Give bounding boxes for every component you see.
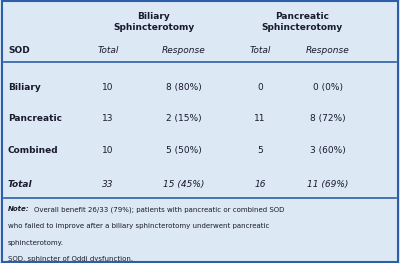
Text: 5: 5 [257,146,263,155]
Text: Response: Response [306,46,350,55]
Text: SOD: SOD [8,46,30,55]
Text: 5 (50%): 5 (50%) [166,146,202,155]
Text: Total: Total [249,46,271,55]
Text: 11 (69%): 11 (69%) [307,180,349,189]
Text: 13: 13 [102,114,114,123]
Text: Total: Total [8,180,33,189]
Text: 16: 16 [254,180,266,189]
Text: who failed to improve after a biliary sphincterotomy underwent pancreatic: who failed to improve after a biliary sp… [8,223,269,229]
Text: 33: 33 [102,180,114,189]
Text: 0: 0 [257,83,263,92]
Text: SOD, sphincter of Oddi dysfunction.: SOD, sphincter of Oddi dysfunction. [8,256,133,262]
Text: Biliary: Biliary [8,83,41,92]
Text: Total: Total [97,46,119,55]
Text: 8 (80%): 8 (80%) [166,83,202,92]
Text: 10: 10 [102,146,114,155]
Text: Biliary
Sphincterotomy: Biliary Sphincterotomy [113,12,195,32]
Text: 15 (45%): 15 (45%) [163,180,205,189]
Text: Pancreatic: Pancreatic [8,114,62,123]
Text: 10: 10 [102,83,114,92]
Text: Pancreatic
Sphincterotomy: Pancreatic Sphincterotomy [261,12,343,32]
Text: Combined: Combined [8,146,59,155]
Text: 0 (0%): 0 (0%) [313,83,343,92]
Text: 11: 11 [254,114,266,123]
Text: sphincterotomy.: sphincterotomy. [8,240,64,246]
Text: Overall benefit 26/33 (79%); patients with pancreatic or combined SOD: Overall benefit 26/33 (79%); patients wi… [34,206,284,213]
Text: Note:: Note: [8,206,30,213]
Text: 8 (72%): 8 (72%) [310,114,346,123]
Text: Response: Response [162,46,206,55]
Text: 3 (60%): 3 (60%) [310,146,346,155]
Text: 2 (15%): 2 (15%) [166,114,202,123]
